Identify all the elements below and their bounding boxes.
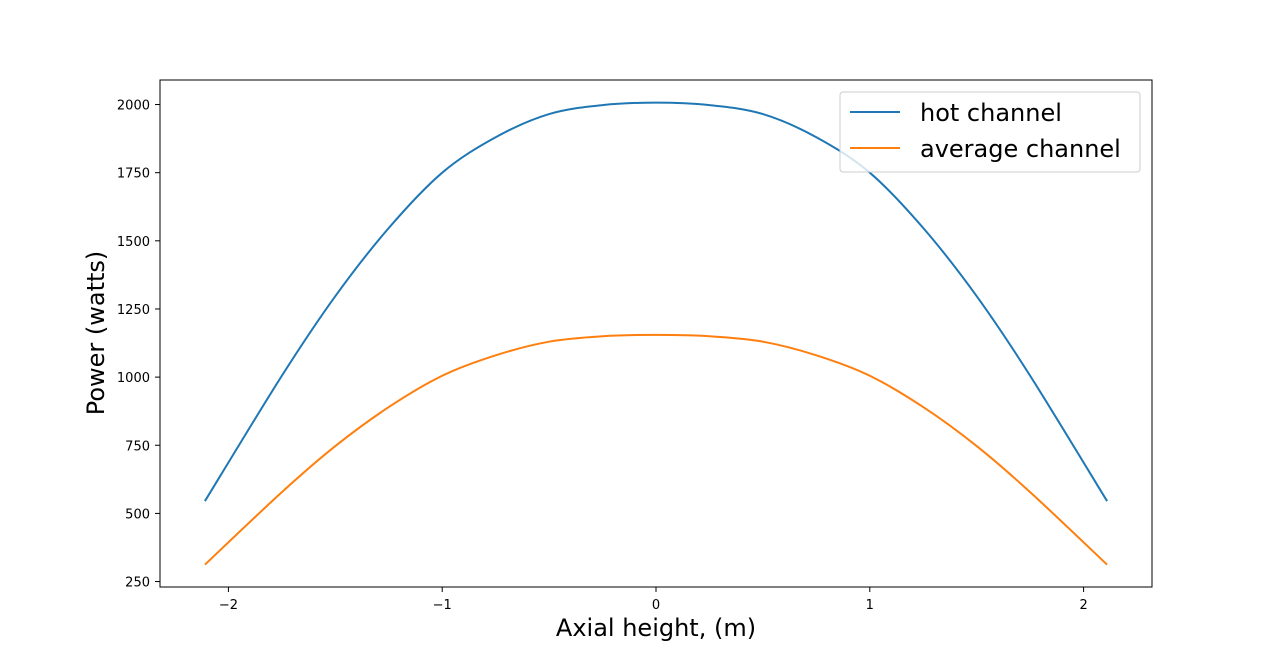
legend-label-hot-channel: hot channel [920,99,1062,127]
y-tick-label: 1750 [117,167,150,182]
legend-box [839,91,1141,173]
series-line-hot-channel [204,101,1108,502]
y-tick-label: 250 [125,576,150,591]
y-tick-label: 1250 [117,303,150,318]
x-tick-label: −2 [219,598,238,613]
y-tick-label: 750 [125,439,150,454]
x-tick-label: 1 [866,598,874,613]
legend-label-average-channel: average channel [920,135,1121,163]
series-line-average-channel [204,333,1108,566]
x-tick-label: −1 [433,598,452,613]
x-tick-label: 2 [1079,598,1087,613]
x-axis-title: Axial height, (m) [556,614,756,642]
series-layer [204,101,1108,566]
y-tick-label: 2000 [117,99,150,114]
legend: hot channel average channel [839,91,1141,173]
x-tick-label: 0 [652,598,660,613]
y-tick-label: 1000 [117,371,150,386]
y-axis-ticks: 250 500 750 1000 1250 1500 1750 2000 [117,99,160,591]
x-axis-ticks: −2 −1 0 1 2 [219,587,1088,613]
y-axis-title: Power (watts) [82,251,110,416]
y-tick-label: 500 [125,507,150,522]
y-tick-label: 1500 [117,235,150,250]
